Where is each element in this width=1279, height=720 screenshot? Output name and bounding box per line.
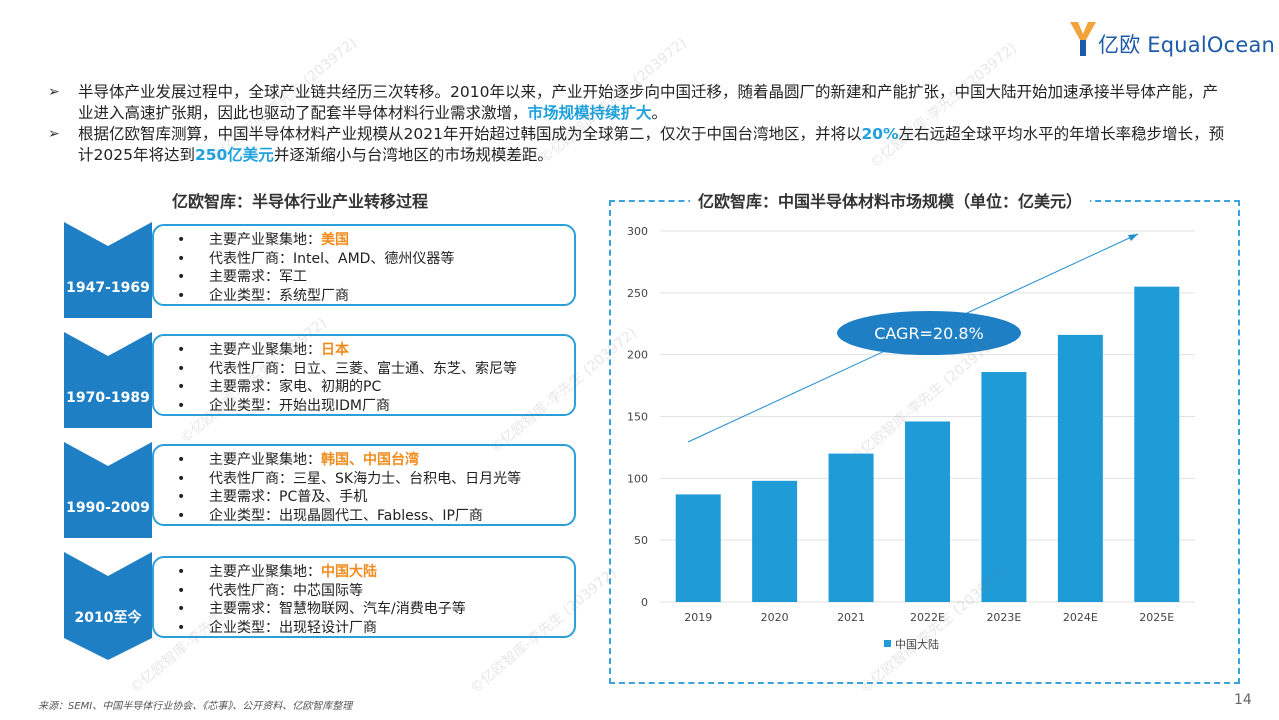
y-tick-label: 200 [627, 349, 648, 362]
arrow-head-icon [1128, 234, 1138, 241]
bar-2022E [905, 421, 950, 602]
summary-bullets: ➢ 半导体产业发展过程中，全球产业链共经历三次转移。2010年以来，产业开始逐步… [48, 82, 1228, 166]
x-tick-label: 2023E [986, 611, 1021, 624]
era-period-3: 1990-2009 [66, 500, 150, 516]
era-1-demand: 主要需求：军工 [154, 268, 574, 287]
y-tick-label: 100 [627, 472, 648, 485]
x-tick-label: 2025E [1139, 611, 1174, 624]
bar-2019 [675, 494, 721, 602]
source-note: 来源：SEMI、中国半导体行业协会、《芯事》、公开资料、亿欧智库整理 [38, 701, 353, 712]
legend-label: 中国大陆 [895, 637, 939, 651]
arrow-bullet-icon: ➢ [48, 84, 60, 100]
era-card-3: 主要产业聚集地：韩国、中国台湾 代表性厂商：三星、SK海力士、台积电、日月光等 … [152, 444, 576, 526]
chart-title: 亿欧智库：中国半导体材料市场规模（单位：亿美元） [690, 188, 1091, 212]
era-1-vendors: 代表性厂商：Intel、AMD、德州仪器等 [154, 250, 574, 269]
bar-2025E [1134, 286, 1180, 602]
era-card-2: 主要产业聚集地：日本 代表性厂商：日立、三菱、富士通、东芝、索尼等 主要需求：家… [152, 334, 576, 416]
x-tick-label: 2020 [761, 611, 789, 624]
era-chevron-3: 1990-2009 [64, 442, 152, 538]
bullet-2-highlight-value: 250亿美元 [194, 146, 274, 164]
legend-swatch [884, 640, 891, 647]
transfer-panel-title: 亿欧智库：半导体行业产业转移过程 [172, 192, 429, 211]
era-4-demand: 主要需求：智慧物联网、汽车/消费电子等 [154, 600, 574, 619]
y-tick-label: 250 [627, 287, 648, 300]
era-3-hub: 主要产业聚集地：韩国、中国台湾 [154, 451, 574, 470]
cagr-bubble [837, 311, 1021, 355]
era-period-4: 2010至今 [75, 609, 142, 626]
logo-text: 亿欧 EqualOcean [1098, 33, 1276, 57]
era-chevron-2: 1970-1989 [64, 332, 152, 428]
bullet-1: ➢ 半导体产业发展过程中，全球产业链共经历三次转移。2010年以来，产业开始逐步… [48, 82, 1228, 124]
bullet-2-text-a: 根据亿欧智库测算，中国半导体材料产业规模从2021年开始超过韩国成为全球第二，仅… [78, 125, 862, 143]
era-2-vendors: 代表性厂商：日立、三菱、富士通、东芝、索尼等 [154, 360, 574, 379]
era-1-hub: 主要产业聚集地：美国 [154, 231, 574, 250]
era-2-demand: 主要需求：家电、初期的PC [154, 378, 574, 397]
era-1-type: 企业类型：系统型厂商 [154, 287, 574, 306]
y-tick-label: 0 [641, 596, 648, 609]
x-tick-label: 2022E [910, 611, 945, 624]
equalocean-logo: 亿欧 EqualOcean [1068, 18, 1275, 62]
era-chevron-1: 1947-1969 [64, 222, 152, 318]
era-period-1: 1947-1969 [66, 280, 150, 296]
era-3-vendors: 代表性厂商：三星、SK海力士、台积电、日月光等 [154, 470, 574, 489]
y-tick-label: 300 [627, 225, 648, 238]
bar-2023E [981, 371, 1027, 602]
x-tick-label: 2019 [684, 611, 712, 624]
bullet-2-highlight-rate: 20% [861, 125, 899, 143]
cagr-label: CAGR=20.8% [874, 324, 984, 343]
era-3-demand: 主要需求：PC普及、手机 [154, 488, 574, 507]
era-4-vendors: 代表性厂商：中芯国际等 [154, 582, 574, 601]
logo-mark-icon [1070, 22, 1096, 56]
bar-2021 [828, 453, 874, 602]
bullet-2-text-c: 并逐渐缩小与台湾地区的市场规模差距。 [273, 146, 553, 164]
era-card-1: 主要产业聚集地：美国 代表性厂商：Intel、AMD、德州仪器等 主要需求：军工… [152, 224, 576, 306]
bullet-2: ➢ 根据亿欧智库测算，中国半导体材料产业规模从2021年开始超过韩国成为全球第二… [48, 124, 1228, 166]
era-chevron-4: 2010至今 [64, 552, 152, 660]
x-tick-label: 2021 [837, 611, 865, 624]
bullet-2-text-b: 左右远超全球平均水平的年增长率稳步增长，预计2025年将达到 [78, 125, 1225, 164]
page-number: 14 [1234, 692, 1252, 708]
era-card-4: 主要产业聚集地：中国大陆 代表性厂商：中芯国际等 主要需求：智慧物联网、汽车/消… [152, 556, 576, 638]
era-3-type: 企业类型：出现晶圆代工、Fabless、IP厂商 [154, 507, 574, 526]
bar-2020 [752, 480, 798, 602]
y-tick-label: 150 [627, 411, 648, 424]
bullet-1-highlight: 市场规模持续扩大 [527, 104, 652, 122]
bullet-1-text-a: 半导体产业发展过程中，全球产业链共经历三次转移。2010年以来，产业开始逐步向中… [78, 83, 1218, 122]
era-2-type: 企业类型：开始出现IDM厂商 [154, 397, 574, 416]
era-2-hub: 主要产业聚集地：日本 [154, 341, 574, 360]
era-4-hub: 主要产业聚集地：中国大陆 [154, 563, 574, 582]
y-tick-label: 50 [634, 534, 648, 547]
arrow-bullet-icon: ➢ [48, 126, 60, 142]
era-period-2: 1970-1989 [66, 390, 150, 406]
bullet-1-text-b: 。 [651, 104, 668, 122]
x-tick-label: 2024E [1063, 611, 1098, 624]
bar-2024E [1057, 334, 1103, 602]
era-4-type: 企业类型：出现轻设计厂商 [154, 619, 574, 638]
